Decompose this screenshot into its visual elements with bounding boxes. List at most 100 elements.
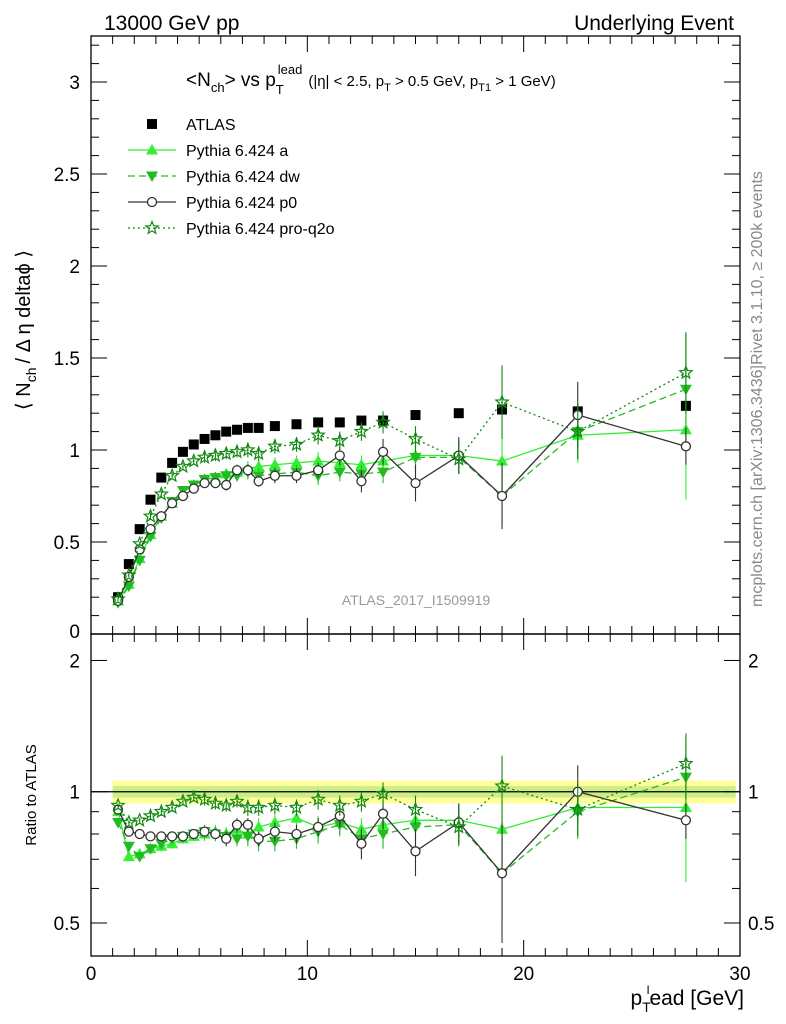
ratio-y-tick-label-right: 0.5 [748, 914, 774, 935]
ratio-data-point [229, 793, 245, 809]
ratio-data-point [252, 821, 265, 832]
main-data-point [229, 443, 245, 459]
main-data-point [312, 465, 324, 476]
atlas-data-point [134, 524, 145, 535]
main-data-point [231, 465, 243, 476]
main-plot-data [110, 332, 694, 609]
ratio-data-point [678, 755, 694, 771]
ratio-data-point [409, 822, 422, 834]
ratio-data-point [291, 828, 302, 840]
ratio-data-point [267, 797, 283, 813]
ratio-data-point [332, 797, 348, 813]
atlas-data-point [269, 421, 280, 432]
atlas-data-point [156, 472, 167, 483]
ratio-data-point [451, 818, 467, 834]
main-data-point [188, 483, 199, 494]
main-data-point [131, 535, 148, 551]
legend-entry: Pythia 6.424 a [128, 143, 288, 160]
ratio-data-point [134, 828, 145, 840]
ratio-series-1 [112, 754, 692, 883]
main-y-tick-label: 0.5 [54, 533, 80, 554]
ratio-data-point [375, 785, 391, 801]
main-data-point [207, 447, 224, 463]
atlas-data-point [291, 419, 302, 430]
ratio-data-point [131, 812, 148, 827]
main-y-tick-label: 2 [69, 257, 80, 278]
ratio-uncertainty-band [91, 780, 740, 804]
x-tick-label: 20 [513, 964, 534, 985]
ratio-data-point [269, 826, 281, 837]
ratio-data-point [231, 834, 244, 845]
ratio-data-point [110, 797, 126, 813]
ratio-data-point [175, 793, 191, 809]
main-data-point [110, 590, 126, 606]
ratio-data-point [177, 831, 189, 842]
ratio-y-tick-label-left: 1 [69, 783, 80, 804]
ratio-plot-data [110, 733, 694, 943]
main-data-point [678, 364, 694, 380]
main-data-point [253, 476, 264, 487]
ratio-data-point [121, 814, 137, 830]
header-left: 13000 GeV pp [104, 12, 239, 35]
legend-label: Pythia 6.424 dw [186, 169, 300, 186]
main-data-point [291, 470, 302, 481]
main-data-point [218, 445, 234, 461]
ratio-data-point [241, 831, 254, 843]
legend-label: ATLAS [186, 117, 236, 134]
ratio-data-point [133, 852, 146, 863]
ratio-data-point [156, 831, 167, 842]
main-data-point [269, 470, 281, 481]
main-data-point [310, 427, 326, 442]
main-data-point [494, 394, 510, 409]
ratio-data-point [153, 803, 170, 819]
ratio-data-point [290, 812, 303, 823]
rivet-label: Rivet 3.1.10, ≥ 200k events [749, 171, 766, 365]
atlas-data-point [356, 415, 367, 426]
main-data-point [407, 430, 424, 446]
atlas-data-point [177, 446, 188, 457]
atlas-data-point [210, 430, 221, 441]
ratio-data-point [680, 815, 692, 826]
atlas-data-point [242, 422, 253, 433]
main-data-point [680, 441, 692, 452]
main-series-4 [110, 332, 694, 606]
main-series-3 [112, 381, 692, 607]
ratio-y-tick-label-left: 2 [69, 651, 80, 672]
main-data-point [334, 450, 345, 461]
ratio-data-point [210, 828, 221, 840]
legend-label: Pythia 6.424 p0 [186, 195, 297, 212]
main-data-point [356, 476, 367, 487]
ratio-data-point [145, 831, 156, 842]
atlas-data-point [253, 422, 264, 433]
main-data-point [142, 508, 159, 523]
legend-marker [146, 196, 158, 208]
atlas-data-point [410, 410, 421, 421]
legend-marker [146, 171, 158, 182]
ratio-data-point [123, 826, 135, 837]
main-data-point [333, 467, 346, 479]
ratio-data-point [288, 799, 305, 815]
ratio-series-3 [112, 765, 692, 943]
main-data-point [156, 511, 167, 522]
main-data-point [242, 465, 253, 476]
ratio-data-point [196, 791, 213, 807]
legend-label: Pythia 6.424 a [186, 143, 288, 160]
main-data-point [175, 458, 191, 474]
main-data-point [199, 477, 210, 489]
ratio-data-point [410, 846, 421, 857]
main-data-point [377, 467, 390, 479]
main-data-point [569, 423, 586, 439]
atlas-data-point [232, 424, 243, 435]
atlas-data-point [167, 457, 178, 468]
mcplots-label: mcplots.cern.ch [arXiv:1306.3436] [749, 365, 766, 607]
legend-marker [144, 219, 160, 235]
x-tick-label: 30 [729, 964, 750, 985]
ratio-data-point [142, 807, 159, 823]
x-tick-label: 10 [297, 964, 318, 985]
analysis-watermark: ATLAS_2017_I1509919 [342, 592, 491, 608]
main-data-point [166, 498, 178, 509]
ratio-data-point [268, 816, 281, 828]
ratio-data-point [253, 833, 264, 844]
legend-entry: Pythia 6.424 dw [128, 169, 300, 186]
